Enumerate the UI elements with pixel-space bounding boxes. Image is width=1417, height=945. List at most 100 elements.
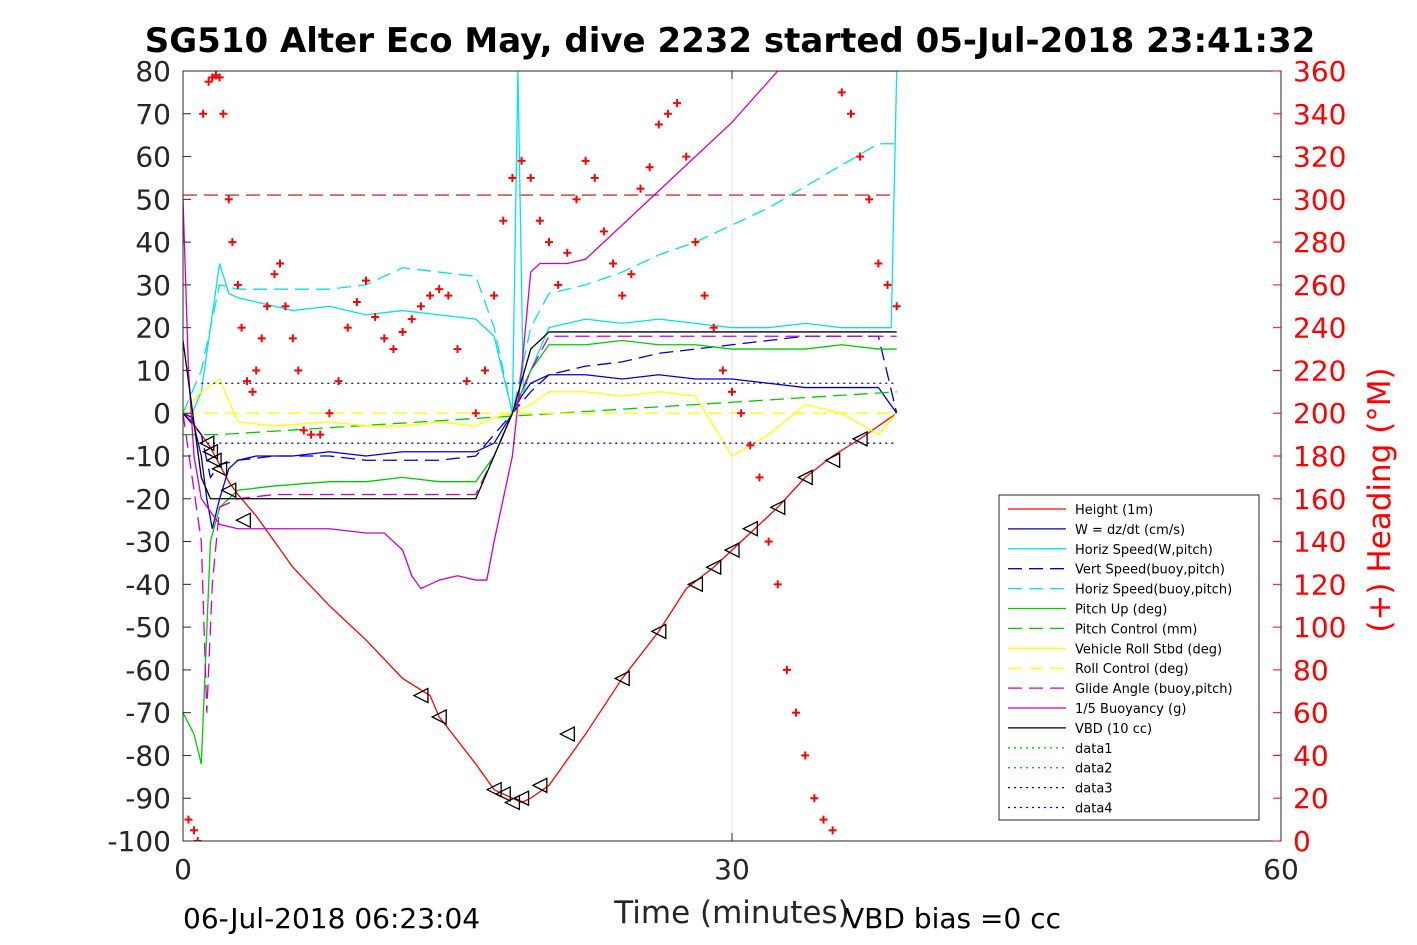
legend-label: Horiz Speed(W,pitch) [1075,543,1213,558]
heading-point [691,238,700,247]
direction-marker [723,542,740,559]
heading-point [281,302,290,311]
heading-point [718,366,727,375]
right-y-tick-label: 120 [1293,568,1346,601]
heading-point [471,409,480,418]
heading-point [728,387,736,396]
series-line-height-1m [183,412,898,804]
right-y-tick-label: 320 [1293,141,1346,174]
chart-title: SG510 Alter Eco May, dive 2232 started 0… [145,21,1316,61]
direction-marker [686,576,704,593]
heading-point [237,323,246,332]
direction-marker [211,460,228,477]
heading-point [371,312,380,321]
y-tick-label: 60 [135,141,171,174]
right-y-tick-label: 80 [1293,654,1329,687]
y-tick-label: -30 [125,526,171,559]
direction-marker [412,687,429,704]
heading-point [572,195,581,204]
heading-point [189,826,198,835]
heading-point [526,173,535,182]
direction-marker [234,512,252,529]
heading-point [193,837,202,841]
y-tick-label: 30 [135,269,171,302]
x-tick-label: 30 [714,853,750,886]
right-y-tick-label: 360 [1293,55,1346,88]
heading-point [773,580,782,589]
direction-marker [485,781,502,798]
direction-marker [851,430,868,447]
heading-point [590,173,599,182]
legend-label: Pitch Control (mm) [1075,622,1197,637]
right-y-tick-label: 160 [1293,483,1346,516]
heading-point [846,109,855,118]
legend-label: 1/5 Buoyancy (g) [1075,702,1186,717]
heading-point [398,327,407,336]
right-y-tick-label: 280 [1293,226,1346,259]
heading-point [892,302,901,311]
legend-label: VBD (10 cc) [1075,722,1152,737]
legend-label: W = dz/dt (cm/s) [1075,523,1185,538]
heading-point [184,815,193,824]
heading-point [709,323,718,332]
y-tick-label: -50 [125,611,171,644]
x-tick-label: 60 [1263,853,1299,886]
right-y-tick-label: 140 [1293,526,1346,559]
heading-point [453,345,462,354]
heading-point [352,298,361,306]
heading-point [746,441,755,450]
heading-point [224,195,233,204]
heading-point [673,99,682,108]
right-y-tick-label: 240 [1293,312,1346,345]
right-y-tick-label: 300 [1293,183,1346,216]
direction-marker [205,452,222,469]
y-tick-label: 10 [135,354,171,387]
heading-point [801,751,810,760]
heading-point [435,285,444,294]
right-y-axis-label: (+) Heading (°M) [1362,367,1398,632]
direction-marker [201,443,219,460]
heading-point [508,173,517,182]
y-tick-label: -80 [125,739,171,772]
heading-point [199,109,208,118]
right-y-tick-label: 220 [1293,354,1346,387]
direction-marker [220,482,237,499]
heading-point [535,216,544,225]
heading-point [682,152,691,161]
heading-point [215,73,224,82]
legend-label: data2 [1075,762,1113,777]
heading-point [416,302,425,311]
y-tick-label: -10 [125,440,171,473]
right-y-tick-label: 200 [1293,397,1346,430]
right-y-tick-label: 260 [1293,269,1346,302]
direction-marker [741,520,758,537]
heading-point [275,259,284,268]
heading-point [755,473,764,482]
heading-point [219,109,228,118]
legend-label: Glide Angle (buoy,pitch) [1075,682,1233,697]
heading-point [462,377,471,386]
y-tick-label: 70 [135,98,171,131]
heading-point [270,270,279,279]
right-y-tick-label: 100 [1293,611,1346,644]
y-tick-label: -40 [125,568,171,601]
heading-point [883,280,892,289]
heading-point [700,291,709,300]
legend: Height (1m) W = dz/dt (cm/s) Horiz Speed(W… [998,494,1260,821]
heading-point [636,184,645,193]
heading-point [362,276,370,285]
series-line-pitch-control-mm [183,391,897,436]
heading-point [307,430,316,439]
heading-point [810,794,819,803]
direction-marker [513,790,530,807]
right-y-axis: 3603403203002802602402202001801601401201… [1273,55,1346,858]
heading-point [299,426,308,435]
heading-point [618,291,627,300]
footer-timestamp: 06-Jul-2018 06:23:04 [183,902,480,935]
direction-marker [769,499,786,516]
legend-label: data4 [1075,802,1113,817]
series-layer [183,71,898,804]
direction-marker [705,559,722,576]
heading-point [545,238,553,247]
heading-point [294,366,303,375]
